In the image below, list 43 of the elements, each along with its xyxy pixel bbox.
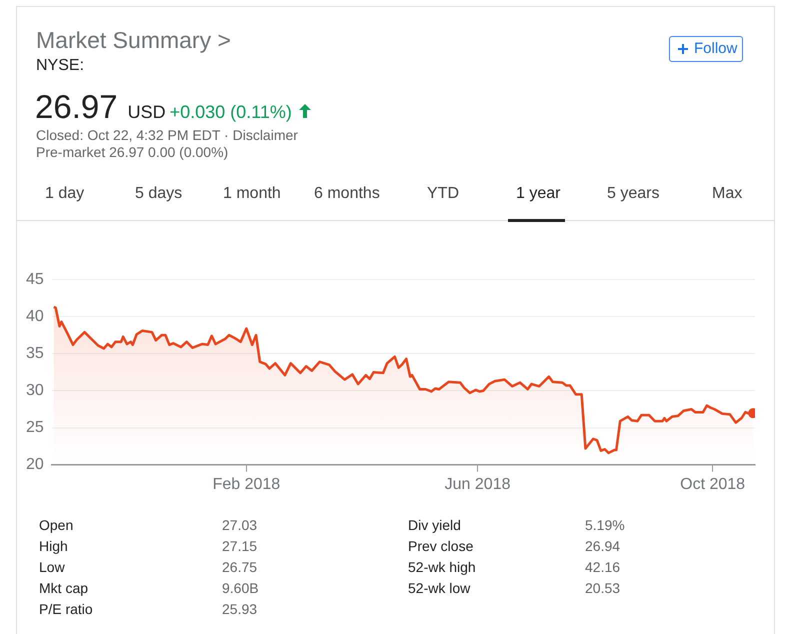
text: Prev close xyxy=(408,538,474,554)
text: Low xyxy=(39,559,65,575)
text: 1 year xyxy=(516,185,560,203)
text: YTD xyxy=(427,185,459,203)
y-tick-label: 30 xyxy=(26,382,44,400)
text: Div yield xyxy=(408,517,461,533)
text: 5.19% xyxy=(585,517,625,533)
text: Open xyxy=(39,517,74,533)
text: 42.16 xyxy=(585,559,620,575)
text: 25.93 xyxy=(222,601,258,617)
text: 1 day xyxy=(45,185,84,203)
y-tick-label: 40 xyxy=(26,308,44,326)
text: USD xyxy=(128,102,166,123)
text: NYSE: xyxy=(36,57,84,75)
text: 26.94 xyxy=(585,538,620,554)
text: 52-wk high xyxy=(408,559,476,575)
text: 5 years xyxy=(607,185,660,203)
y-tick-label: 25 xyxy=(26,419,44,436)
text: 20.53 xyxy=(585,580,620,596)
y-tick-label: 20 xyxy=(26,456,44,474)
text: 26.97 xyxy=(35,88,118,126)
text: 1 month xyxy=(223,185,281,203)
text: 5 days xyxy=(135,185,182,203)
y-tick-label: 45 xyxy=(26,271,44,288)
text: 27.15 xyxy=(222,538,258,554)
text: 52-wk low xyxy=(408,580,470,596)
text: Follow xyxy=(694,40,738,57)
text: 6 months xyxy=(314,185,380,203)
text: Max xyxy=(712,185,742,203)
x-tick-label: Oct 2018 xyxy=(680,476,746,493)
text: Mkt cap xyxy=(39,580,88,596)
text: 27.03 xyxy=(222,517,258,533)
y-tick-label: 35 xyxy=(26,345,44,362)
text: High xyxy=(39,538,68,554)
text: Market Summary > xyxy=(36,27,231,54)
text: +0.030 (0.11%) xyxy=(170,102,292,123)
x-tick-label: Feb 2018 xyxy=(212,476,280,493)
text: 26.75 xyxy=(222,559,258,575)
text: Pre-market 26.97 0.00 (0.00%) xyxy=(36,144,228,160)
text: Closed: Oct 22, 4:32 PM EDT · Disclaimer xyxy=(36,127,298,143)
text: 9.60B xyxy=(222,580,259,596)
x-tick-label: Jun 2018 xyxy=(444,476,511,493)
text: P/E ratio xyxy=(39,601,93,617)
